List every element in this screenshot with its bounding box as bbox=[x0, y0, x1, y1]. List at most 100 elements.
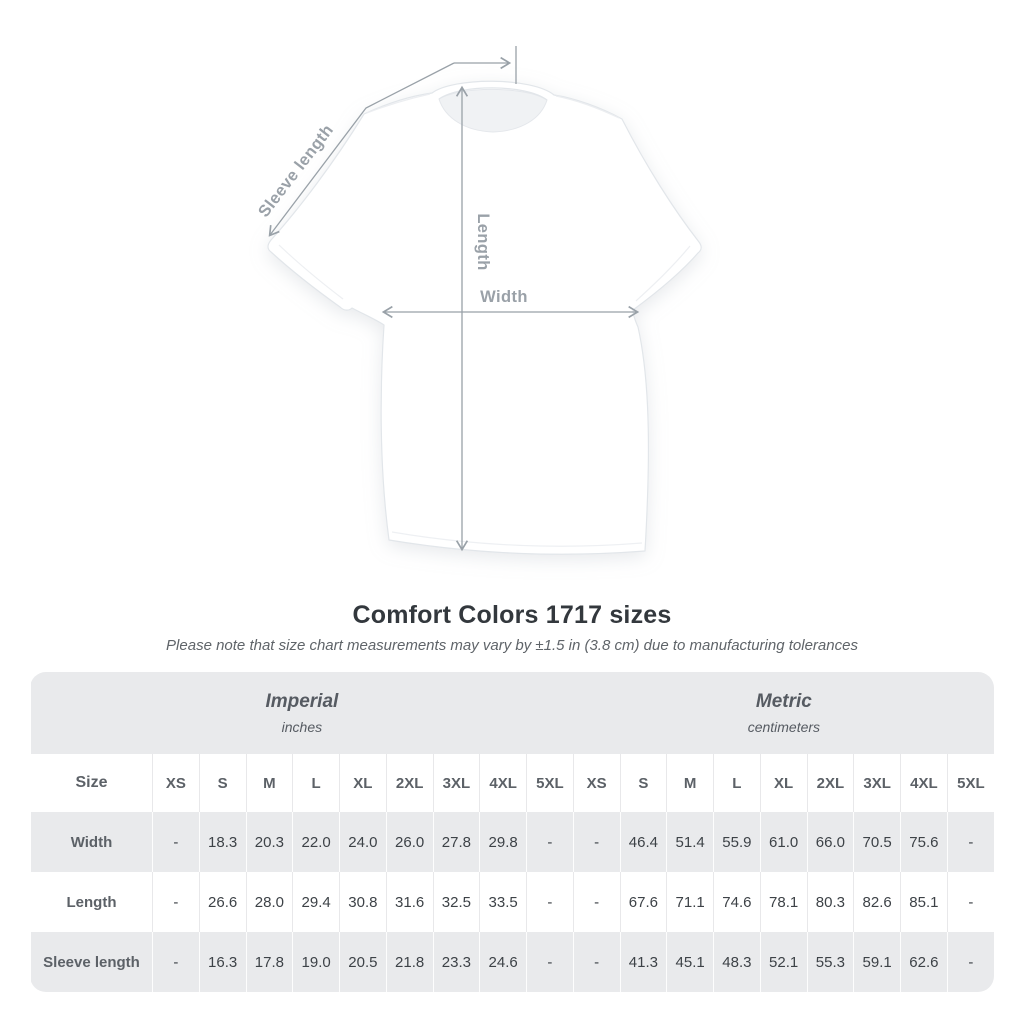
size-column: S bbox=[619, 754, 667, 812]
measurement-cell: 46.4 bbox=[619, 812, 667, 872]
tshirt-measurement-diagram: Sleeve length Length Width bbox=[255, 46, 702, 555]
row-label: Length bbox=[30, 872, 153, 932]
measurement-cell: - bbox=[152, 812, 200, 872]
measurement-cell: 21.8 bbox=[385, 932, 433, 992]
size-column: 3XL bbox=[853, 754, 901, 812]
metric-label: Metric bbox=[755, 691, 812, 712]
size-chart: Imperial inches Metric centimeters Size … bbox=[30, 672, 994, 992]
tolerance-note: Please note that size chart measurements… bbox=[166, 637, 858, 654]
measurement-cell: 45.1 bbox=[666, 932, 714, 992]
sleeve-length-line bbox=[268, 62, 455, 237]
measurement-cell: - bbox=[572, 872, 620, 932]
measurement-cell: 26.6 bbox=[198, 872, 246, 932]
measurement-cell: 78.1 bbox=[759, 872, 807, 932]
measurement-cell: 67.6 bbox=[619, 872, 667, 932]
row-label: Sleeve length bbox=[30, 932, 153, 992]
measurement-cell: - bbox=[526, 932, 574, 992]
measurement-cell: 61.0 bbox=[759, 812, 807, 872]
measurement-cell: 52.1 bbox=[759, 932, 807, 992]
measurement-cell: 32.5 bbox=[432, 872, 480, 932]
measurement-cell: 18.3 bbox=[198, 812, 246, 872]
size-column: XL bbox=[339, 754, 387, 812]
metric-group-header: Metric centimeters bbox=[573, 672, 994, 754]
page-title: Comfort Colors 1717 sizes bbox=[352, 601, 672, 629]
imperial-group-header: Imperial inches bbox=[30, 672, 574, 754]
measurement-cell: 19.0 bbox=[292, 932, 340, 992]
measurement-cell: 74.6 bbox=[713, 872, 761, 932]
tshirt-right-sleeve-hem-stitch bbox=[635, 245, 691, 302]
measurement-cell: 75.6 bbox=[900, 812, 948, 872]
measurement-cell: 71.1 bbox=[666, 872, 714, 932]
size-chart-table: Imperial inches Metric centimeters Size … bbox=[30, 672, 994, 992]
measurement-cell: 20.5 bbox=[339, 932, 387, 992]
imperial-label: Imperial bbox=[265, 691, 339, 712]
measurement-cell: - bbox=[152, 932, 200, 992]
size-column: XS bbox=[152, 754, 200, 812]
measurement-cell: 29.4 bbox=[292, 872, 340, 932]
measurement-cell: 66.0 bbox=[806, 812, 854, 872]
size-column: 2XL bbox=[385, 754, 433, 812]
tshirt-right-shoulder-seam bbox=[555, 95, 620, 119]
size-column: L bbox=[292, 754, 340, 812]
row-label: Width bbox=[30, 812, 153, 872]
measurement-cell: - bbox=[526, 872, 574, 932]
measurement-cell: 27.8 bbox=[432, 812, 480, 872]
size-column: 3XL bbox=[432, 754, 480, 812]
measurement-cell: - bbox=[572, 932, 620, 992]
measurement-cell: 30.8 bbox=[339, 872, 387, 932]
measurement-cell: 29.8 bbox=[479, 812, 527, 872]
measurement-cell: 24.6 bbox=[479, 932, 527, 992]
size-column: XL bbox=[759, 754, 807, 812]
measurement-cell: 51.4 bbox=[666, 812, 714, 872]
size-column: L bbox=[713, 754, 761, 812]
size-column: 4XL bbox=[900, 754, 948, 812]
tshirt-left-sleeve-hem-stitch bbox=[278, 244, 344, 300]
length-label: Length bbox=[474, 213, 492, 270]
measurement-cell: 70.5 bbox=[853, 812, 901, 872]
metric-unit-label: centimeters bbox=[747, 719, 821, 735]
measurement-annotations bbox=[268, 46, 640, 552]
measurement-cell: - bbox=[572, 812, 620, 872]
measurement-cell: 85.1 bbox=[900, 872, 948, 932]
tshirt-collar-seam bbox=[438, 87, 548, 101]
measurement-cell: 62.6 bbox=[900, 932, 948, 992]
size-column: 2XL bbox=[806, 754, 854, 812]
size-header-row: Size XS S M L XL 2XL 3XL 4XL 5XL XS S M … bbox=[30, 754, 994, 812]
measurement-cell: 23.3 bbox=[432, 932, 480, 992]
measurement-cell: 24.0 bbox=[339, 812, 387, 872]
measurement-cell: - bbox=[526, 812, 574, 872]
measurement-cell: 59.1 bbox=[853, 932, 901, 992]
measurement-cell: 41.3 bbox=[619, 932, 667, 992]
measurement-cell: - bbox=[946, 872, 994, 932]
measurement-cell: - bbox=[152, 872, 200, 932]
size-column: M bbox=[245, 754, 293, 812]
size-column: S bbox=[198, 754, 246, 812]
measurement-cell: - bbox=[946, 812, 994, 872]
size-column: XS bbox=[572, 754, 620, 812]
tshirt-left-shoulder-seam bbox=[366, 93, 431, 114]
measurement-cell: 16.3 bbox=[198, 932, 246, 992]
measurement-cell: 55.9 bbox=[713, 812, 761, 872]
measurement-cell: 82.6 bbox=[853, 872, 901, 932]
imperial-unit-label: inches bbox=[281, 719, 323, 735]
measurement-cell: 20.3 bbox=[245, 812, 293, 872]
size-column: 4XL bbox=[479, 754, 527, 812]
measurement-cell: 26.0 bbox=[385, 812, 433, 872]
measurement-cell: - bbox=[946, 932, 994, 992]
size-column-header: Size bbox=[30, 754, 153, 812]
width-label: Width bbox=[480, 288, 528, 306]
measurement-cell: 55.3 bbox=[806, 932, 854, 992]
size-column: 5XL bbox=[946, 754, 994, 812]
unit-header-row: Imperial inches Metric centimeters bbox=[30, 672, 994, 754]
size-column: M bbox=[666, 754, 714, 812]
table-row-length: Length - 26.6 28.0 29.4 30.8 31.6 32.5 3… bbox=[30, 872, 994, 932]
table-row-width: Width - 18.3 20.3 22.0 24.0 26.0 27.8 29… bbox=[30, 812, 994, 872]
size-column: 5XL bbox=[526, 754, 574, 812]
measurement-cell: 22.0 bbox=[292, 812, 340, 872]
measurement-cell: 28.0 bbox=[245, 872, 293, 932]
measurement-cell: 48.3 bbox=[713, 932, 761, 992]
tshirt-bottom-hem-stitch bbox=[391, 531, 643, 547]
measurement-cell: 33.5 bbox=[479, 872, 527, 932]
table-row-sleeve-length: Sleeve length - 16.3 17.8 19.0 20.5 21.8… bbox=[30, 932, 994, 992]
